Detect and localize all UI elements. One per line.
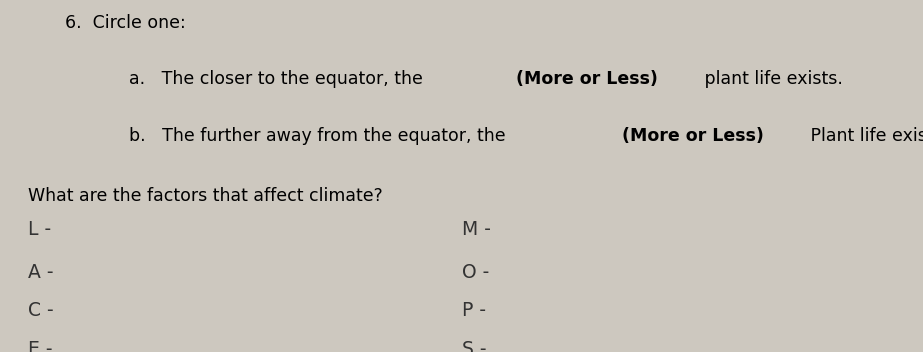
Text: M -: M - [462, 220, 490, 239]
Text: C -: C - [28, 301, 54, 320]
Text: a.   The closer to the equator, the: a. The closer to the equator, the [129, 70, 428, 88]
Text: 6.  Circle one:: 6. Circle one: [65, 14, 186, 32]
Text: What are the factors that affect climate?: What are the factors that affect climate… [28, 187, 382, 205]
Text: (More or Less): (More or Less) [516, 70, 657, 88]
Text: S -: S - [462, 340, 486, 352]
Text: L -: L - [28, 220, 51, 239]
Text: O -: O - [462, 263, 489, 282]
Text: b.   The further away from the equator, the: b. The further away from the equator, th… [129, 127, 511, 145]
Text: plant life exists.: plant life exists. [699, 70, 843, 88]
Text: Plant life exists.: Plant life exists. [806, 127, 923, 145]
Text: P -: P - [462, 301, 485, 320]
Text: (More or Less): (More or Less) [622, 127, 764, 145]
Text: E -: E - [28, 340, 53, 352]
Text: A -: A - [28, 263, 54, 282]
